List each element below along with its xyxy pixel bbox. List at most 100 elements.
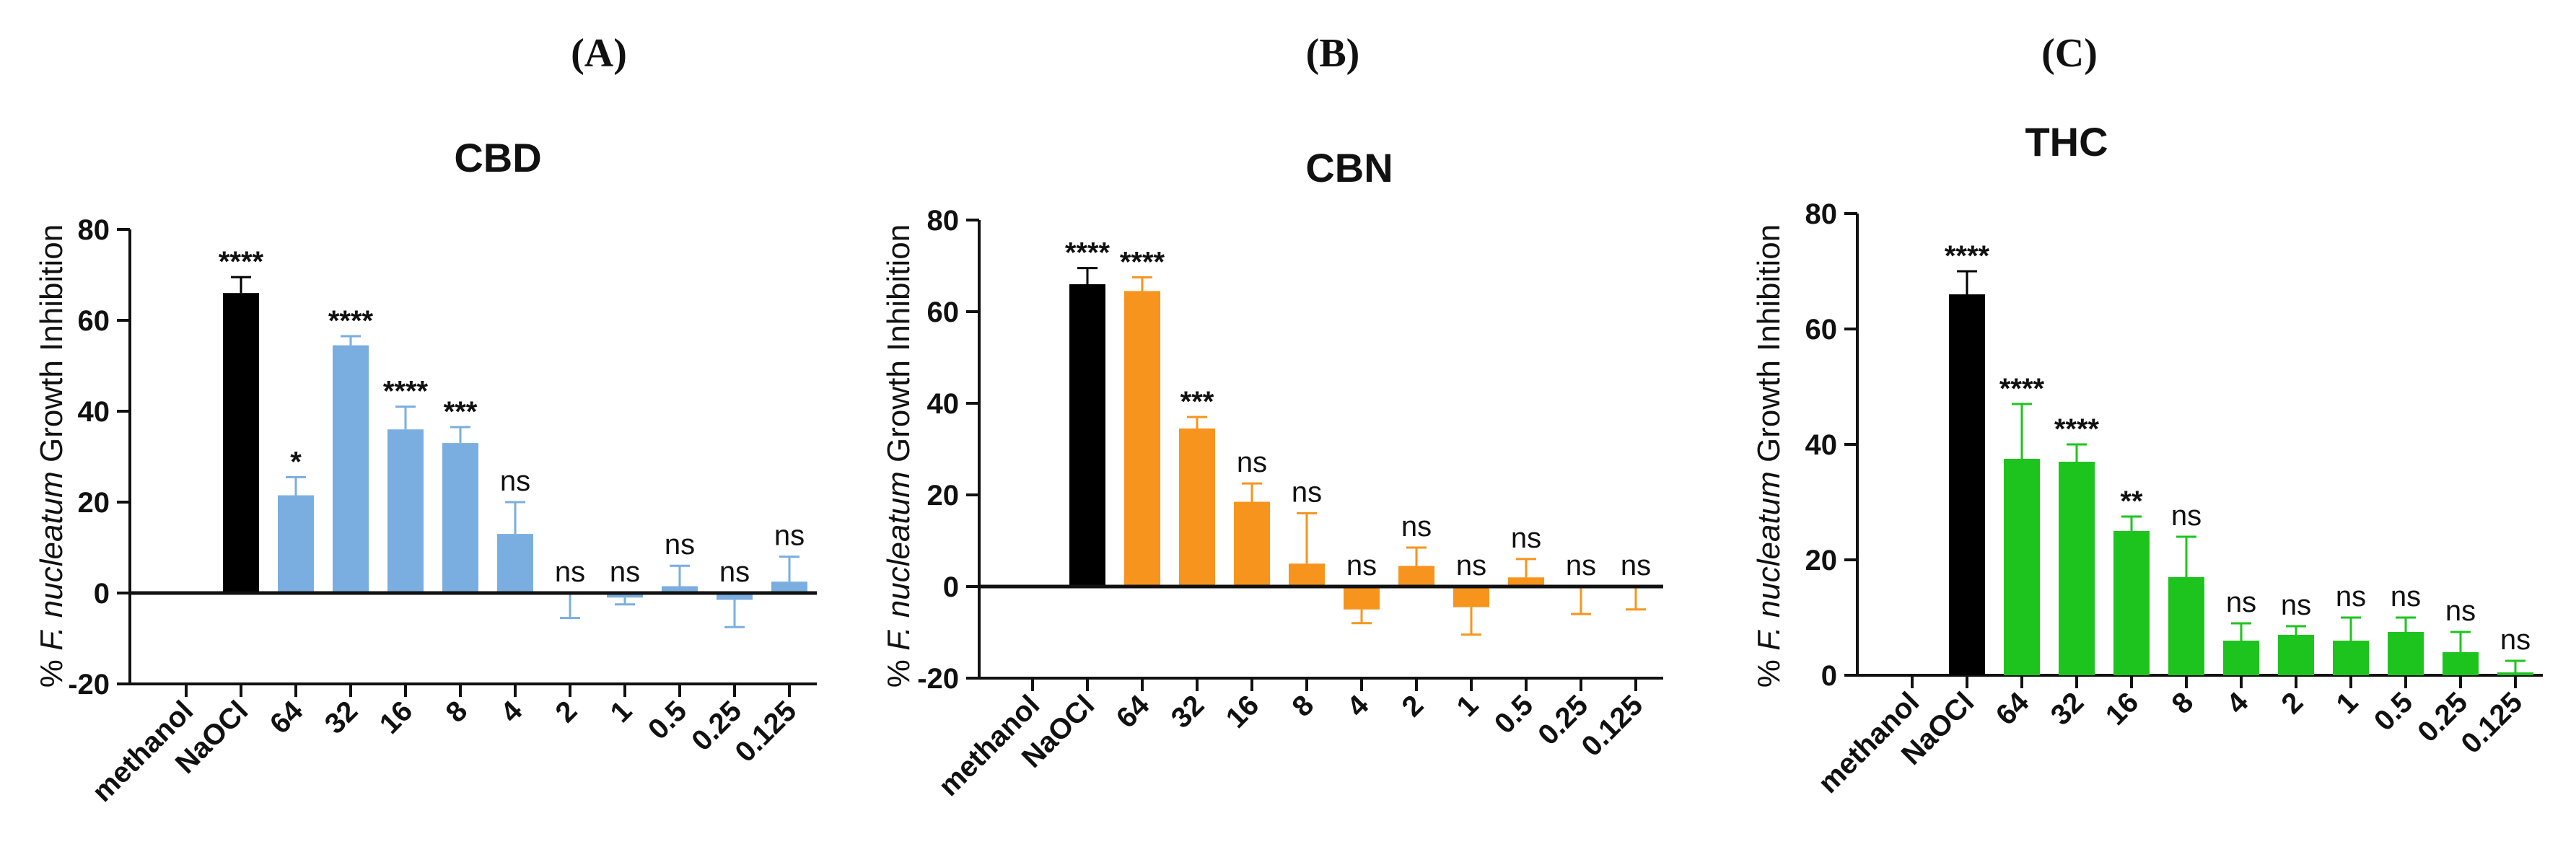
bar-16 bbox=[1234, 501, 1270, 587]
significance-label-32: **** bbox=[2054, 413, 2100, 445]
x-tick-label-16: 16 bbox=[1220, 689, 1266, 734]
bar-32 bbox=[2059, 462, 2095, 675]
bar-32 bbox=[333, 345, 369, 593]
bar-0.25 bbox=[717, 593, 753, 600]
bar-16 bbox=[2113, 531, 2150, 675]
y-tick-label-b: 80 bbox=[927, 205, 960, 237]
y-tick-label-a: 20 bbox=[78, 487, 110, 519]
significance-label-4: ns bbox=[1346, 550, 1377, 581]
bar-NaOCl bbox=[223, 293, 259, 593]
significance-label-64: **** bbox=[1120, 246, 1165, 278]
bar-8 bbox=[1289, 563, 1325, 587]
panel-c: (C) THC % F. nucleatum Growth Inhibition… bbox=[1751, 31, 2543, 799]
bar-NaOCl bbox=[1949, 294, 1985, 675]
panel-b: (B) CBN % F. nucleatum Growth Inhibition… bbox=[881, 31, 1663, 802]
panel-label-a: (A) bbox=[571, 31, 627, 76]
bar-0.5 bbox=[662, 586, 698, 593]
significance-label-64: **** bbox=[1999, 373, 2045, 405]
bar-8 bbox=[2168, 577, 2204, 675]
significance-label-0.5: ns bbox=[1511, 522, 1541, 554]
x-tick-label-32: 32 bbox=[2045, 686, 2090, 732]
y-tick-label-a: -20 bbox=[68, 669, 110, 701]
plot-area-a: -20020406080methanol****NaOCl*64****32**… bbox=[68, 214, 817, 808]
x-tick-label-1: 1 bbox=[2331, 686, 2365, 720]
significance-label-0.25: ns bbox=[719, 556, 750, 588]
y-tick-label-a: 80 bbox=[78, 214, 110, 246]
plot-area-c: 020406080methanol****NaOCl****64****32**… bbox=[1805, 198, 2543, 799]
significance-label-NaOCl: **** bbox=[1065, 237, 1110, 269]
significance-label-0.25: ns bbox=[1566, 550, 1596, 581]
x-tick-label-0.125: 0.125 bbox=[1575, 689, 1649, 763]
significance-label-16: ns bbox=[1237, 447, 1267, 478]
y-axis-label-b: % F. nucleatum Growth Inhibition bbox=[881, 224, 916, 688]
x-tick-label-4: 4 bbox=[495, 695, 529, 729]
x-tick-label-64: 64 bbox=[264, 695, 310, 740]
significance-label-16: **** bbox=[383, 376, 429, 408]
x-tick-label-8: 8 bbox=[1287, 689, 1320, 723]
x-tick-label-2: 2 bbox=[2276, 686, 2310, 720]
bar-8 bbox=[442, 443, 478, 593]
x-tick-label-0.5: 0.5 bbox=[2368, 686, 2419, 737]
significance-label-2: ns bbox=[555, 556, 585, 588]
significance-label-0.125: ns bbox=[2500, 624, 2531, 656]
significance-label-NaOCl: **** bbox=[1945, 240, 1990, 272]
bar-64 bbox=[2004, 459, 2040, 675]
significance-label-8: ns bbox=[2171, 500, 2202, 532]
y-tick-label-a: 60 bbox=[78, 305, 110, 337]
significance-label-32: *** bbox=[1180, 386, 1214, 418]
bar-0.5 bbox=[2388, 632, 2424, 675]
x-tick-label-0.5: 0.5 bbox=[1489, 689, 1539, 739]
bar-2 bbox=[1398, 566, 1434, 587]
x-tick-label-0.125: 0.125 bbox=[2455, 686, 2528, 760]
chart-title-thc: THC bbox=[2025, 119, 2108, 164]
significance-label-8: ns bbox=[1292, 476, 1322, 508]
panel-label-c: (C) bbox=[2041, 31, 2098, 76]
significance-label-0.125: ns bbox=[1621, 550, 1651, 581]
plot-area-b: -20020406080methanol****NaOCl****64***32… bbox=[917, 205, 1663, 802]
significance-label-0.125: ns bbox=[774, 520, 805, 552]
x-tick-label-1: 1 bbox=[1451, 689, 1485, 723]
bar-32 bbox=[1179, 428, 1215, 587]
significance-label-0.5: ns bbox=[2391, 581, 2421, 612]
significance-label-2: ns bbox=[1401, 511, 1432, 543]
x-tick-label-2: 2 bbox=[550, 695, 584, 729]
y-axis-label-c: % F. nucleatum Growth Inhibition bbox=[1751, 224, 1787, 688]
y-tick-label-b: 20 bbox=[927, 480, 960, 511]
bar-NaOCl bbox=[1069, 284, 1105, 587]
y-tick-label-c: 40 bbox=[1805, 429, 1838, 461]
bar-0.125 bbox=[2497, 672, 2533, 675]
panel-label-b: (B) bbox=[1306, 31, 1360, 76]
y-tick-label-b: 60 bbox=[927, 297, 960, 328]
bar-64 bbox=[1124, 291, 1160, 587]
bar-64 bbox=[278, 495, 314, 593]
y-tick-label-c: 80 bbox=[1805, 198, 1838, 230]
bar-4 bbox=[2223, 641, 2259, 675]
x-tick-label-16: 16 bbox=[374, 695, 419, 740]
x-tick-label-4: 4 bbox=[2221, 686, 2255, 720]
bar-2 bbox=[2278, 635, 2314, 675]
bar-0.25 bbox=[2443, 652, 2479, 675]
significance-label-4: ns bbox=[2226, 587, 2256, 618]
y-tick-label-a: 40 bbox=[78, 396, 110, 428]
significance-label-1: ns bbox=[2336, 581, 2366, 612]
y-tick-label-c: 60 bbox=[1805, 314, 1838, 346]
x-tick-label-4: 4 bbox=[1341, 689, 1375, 723]
bar-0.5 bbox=[1508, 577, 1544, 587]
x-tick-label-8: 8 bbox=[440, 695, 474, 729]
x-tick-label-0.5: 0.5 bbox=[642, 695, 693, 745]
significance-label-0.5: ns bbox=[665, 529, 695, 561]
significance-label-1: ns bbox=[610, 556, 640, 588]
x-tick-label-32: 32 bbox=[319, 695, 364, 740]
panel-a: (A) CBD % F. nucleatum Growth Inhibition… bbox=[34, 31, 817, 808]
bar-4 bbox=[497, 534, 533, 593]
x-tick-label-2: 2 bbox=[1396, 689, 1430, 723]
y-tick-label-b: 40 bbox=[927, 388, 960, 420]
chart-title-cbd: CBD bbox=[454, 135, 541, 180]
significance-label-4: ns bbox=[500, 465, 530, 497]
x-tick-label-64: 64 bbox=[1990, 686, 2036, 732]
bar-4 bbox=[1344, 587, 1380, 610]
y-tick-label-c: 20 bbox=[1805, 545, 1838, 576]
bar-16 bbox=[387, 429, 424, 593]
chart-title-cbn: CBN bbox=[1305, 145, 1393, 190]
